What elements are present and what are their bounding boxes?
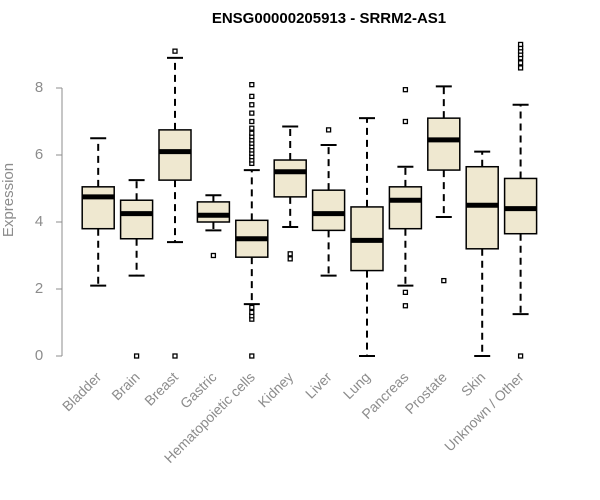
outlier-point <box>517 353 524 359</box>
x-tick-label-5: Kidney <box>255 369 297 411</box>
box-body <box>388 186 423 230</box>
box-body <box>158 129 192 181</box>
box-liver <box>311 127 346 277</box>
box-body <box>427 117 461 171</box>
box-pancreas <box>388 87 423 309</box>
outlier-point <box>441 277 447 284</box>
outlier-point <box>249 125 255 131</box>
y-axis-label: Expression <box>0 163 17 237</box>
chart-title: ENSG00000205913 - SRRM2-AS1 <box>212 10 446 27</box>
box-body <box>273 159 307 198</box>
y-axis: 0 2 4 6 8 <box>35 79 63 364</box>
y-tick-label-3: 6 <box>35 146 43 163</box>
x-tick-label-7: Lung <box>340 369 373 402</box>
outlier-point <box>210 252 217 259</box>
outlier-point <box>249 130 255 136</box>
outlier-point <box>172 353 178 359</box>
x-tick-label-6: Liver <box>302 369 335 402</box>
y-tick-label-2: 4 <box>35 213 43 230</box>
outlier-point <box>249 304 255 311</box>
x-tick-label-0: Bladder <box>59 369 105 415</box>
outlier-point <box>287 251 293 257</box>
outlier-point <box>249 110 255 116</box>
box-gastric <box>196 194 231 259</box>
box-body <box>119 199 154 240</box>
outlier-point <box>402 289 409 296</box>
x-tick-label-9: Prostate <box>402 369 450 417</box>
box-body <box>81 186 115 230</box>
outlier-point <box>517 41 524 48</box>
outlier-point <box>402 303 409 309</box>
y-tick-label-0: 0 <box>35 347 43 364</box>
outlier-point <box>402 87 409 93</box>
box-breast <box>158 48 192 359</box>
box-body <box>311 189 346 232</box>
box-skin <box>465 150 499 357</box>
box-prostate <box>427 85 461 284</box>
outlier-point <box>172 48 178 54</box>
box-body <box>465 165 499 250</box>
outlier-point <box>133 353 140 359</box>
outlier-point <box>249 353 255 359</box>
outlier-point <box>287 256 293 262</box>
box-body <box>503 177 538 235</box>
box-group <box>81 41 538 359</box>
outlier-point <box>517 60 524 66</box>
outlier-point <box>325 127 332 133</box>
outlier-point <box>249 93 255 100</box>
outlier-point <box>249 118 255 125</box>
box-unknown-other <box>503 41 538 359</box>
box-body <box>196 201 231 223</box>
outlier-point <box>249 82 255 88</box>
box-hematopoietic-cells <box>235 82 269 359</box>
box-bladder <box>81 137 115 287</box>
x-tick-label-10: Skin <box>458 369 489 400</box>
outlier-point <box>517 65 524 71</box>
x-tick-label-2: Breast <box>141 369 181 409</box>
y-tick-label-4: 8 <box>35 79 43 96</box>
box-lung <box>350 117 384 357</box>
box-brain <box>119 179 154 359</box>
box-kidney <box>273 125 307 262</box>
x-tick-label-1: Brain <box>108 369 142 403</box>
outlier-point <box>249 309 255 316</box>
outlier-point <box>402 118 409 125</box>
y-tick-label-1: 2 <box>35 280 43 297</box>
outlier-point <box>249 102 255 108</box>
